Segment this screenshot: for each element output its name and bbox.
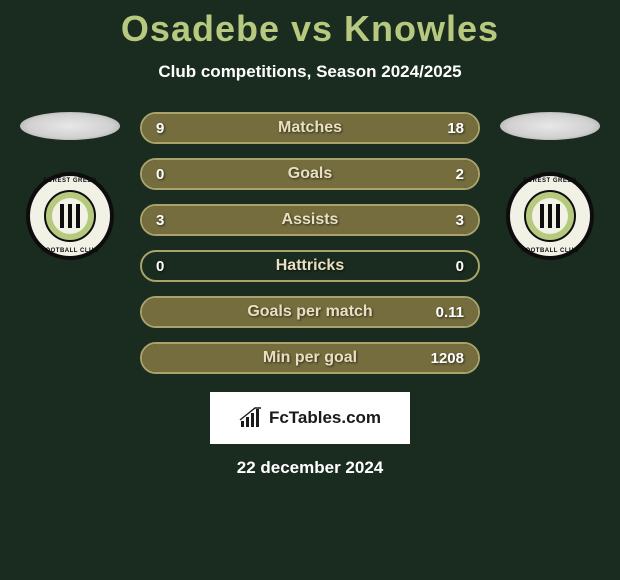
stat-bar: 02Goals: [140, 158, 480, 190]
badge-text-bottom: FOOTBALL CLUB: [510, 248, 590, 254]
stat-label: Goals: [142, 160, 478, 188]
club-badge-left: FOREST GREEN FOOTBALL CLUB: [26, 172, 114, 260]
badge-text-top: FOREST GREEN: [30, 178, 110, 184]
stat-label: Goals per match: [142, 298, 478, 326]
stat-label: Matches: [142, 114, 478, 142]
subtitle: Club competitions, Season 2024/2025: [158, 62, 461, 82]
brand-box[interactable]: FcTables.com: [210, 392, 410, 444]
badge-stripes-icon: [55, 201, 85, 231]
left-player-col: FOREST GREEN FOOTBALL CLUB: [10, 112, 130, 260]
badge-text-top: FOREST GREEN: [510, 178, 590, 184]
stat-label: Min per goal: [142, 344, 478, 372]
player-avatar-right: [500, 112, 600, 140]
stat-label: Hattricks: [142, 252, 478, 280]
right-player-col: FOREST GREEN FOOTBALL CLUB: [490, 112, 610, 260]
badge-stripes-icon: [535, 201, 565, 231]
comparison-card: Osadebe vs Knowles Club competitions, Se…: [0, 0, 620, 478]
brand-text: FcTables.com: [269, 408, 381, 428]
stat-bar: 1208Min per goal: [140, 342, 480, 374]
stat-bar: 0.11Goals per match: [140, 296, 480, 328]
stat-label: Assists: [142, 206, 478, 234]
page-title: Osadebe vs Knowles: [121, 8, 499, 50]
stat-bar: 918Matches: [140, 112, 480, 144]
stat-bar: 33Assists: [140, 204, 480, 236]
stat-bar: 00Hattricks: [140, 250, 480, 282]
player-avatar-left: [20, 112, 120, 140]
date-line: 22 december 2024: [237, 458, 384, 478]
badge-text-bottom: FOOTBALL CLUB: [30, 248, 110, 254]
brand-chart-icon: [239, 407, 263, 429]
club-badge-right: FOREST GREEN FOOTBALL CLUB: [506, 172, 594, 260]
stats-column: 918Matches 02Goals 33Assists 00Hattricks 0.1…: [130, 112, 490, 374]
main-row: FOREST GREEN FOOTBALL CLUB 918Matches 02G…: [0, 112, 620, 374]
